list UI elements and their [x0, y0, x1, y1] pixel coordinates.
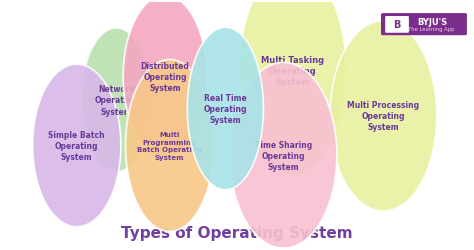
Text: BYJU'S: BYJU'S — [417, 18, 447, 26]
Text: Multi Processing
Operating
System: Multi Processing Operating System — [347, 101, 419, 132]
Ellipse shape — [239, 0, 346, 175]
Text: Multi
Programming
Batch Operating
System: Multi Programming Batch Operating System — [137, 132, 202, 160]
Ellipse shape — [123, 0, 207, 158]
FancyBboxPatch shape — [381, 14, 467, 36]
Text: Distributed
Operating
System: Distributed Operating System — [141, 62, 190, 93]
Text: Simple Batch
Operating
System: Simple Batch Operating System — [48, 130, 105, 161]
Text: Time Sharing
Operating
System: Time Sharing Operating System — [255, 140, 312, 171]
Text: Multi Tasking
Operating
System: Multi Tasking Operating System — [261, 56, 324, 87]
Ellipse shape — [330, 22, 437, 211]
Ellipse shape — [230, 63, 337, 248]
Ellipse shape — [82, 29, 151, 172]
Text: B: B — [393, 20, 401, 30]
FancyBboxPatch shape — [385, 17, 409, 34]
Ellipse shape — [187, 28, 264, 190]
Ellipse shape — [33, 65, 121, 227]
Text: Network
Operating
System: Network Operating System — [94, 85, 138, 116]
Text: The Learning App: The Learning App — [408, 27, 455, 32]
Ellipse shape — [126, 60, 214, 232]
Text: Types of Operating System: Types of Operating System — [121, 225, 353, 240]
Text: Real Time
Operating
System: Real Time Operating System — [204, 94, 247, 124]
